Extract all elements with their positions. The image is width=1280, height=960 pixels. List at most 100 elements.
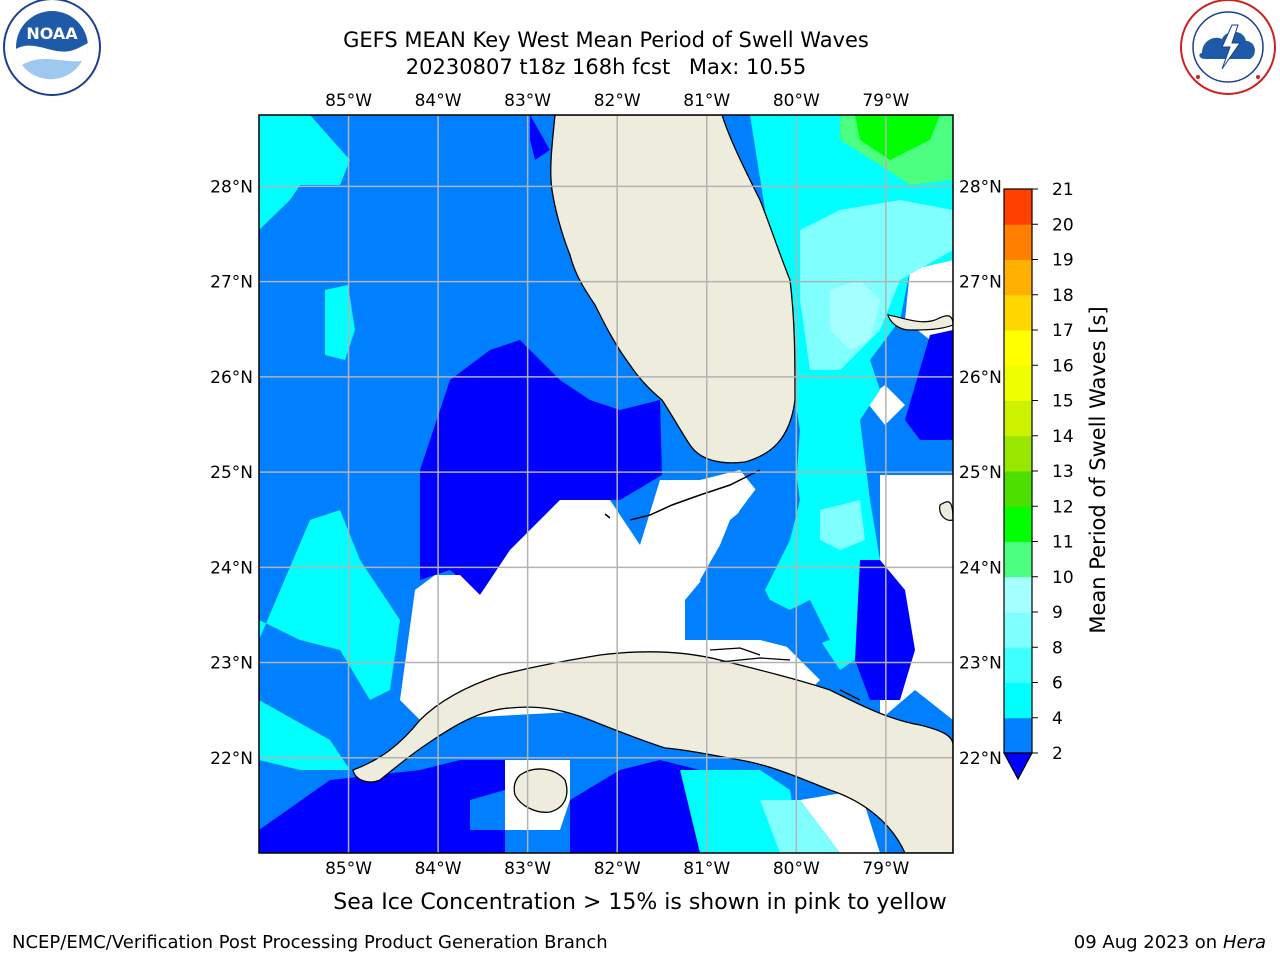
- lat-left-label: 28°N: [210, 177, 253, 197]
- noaa-logo: NOAA: [3, 0, 101, 96]
- nws-logo: [1180, 0, 1276, 95]
- swell-zone-light-south: [760, 800, 840, 853]
- swell-zone-cyan-west2: [325, 285, 355, 360]
- colorbar-segment: [1004, 294, 1032, 331]
- colorbar-tick-label: 11: [1052, 533, 1074, 553]
- lat-right-label: 22°N: [959, 749, 1002, 769]
- swell-zone-deep-central: [420, 340, 662, 595]
- colorbar-segment: [1004, 647, 1032, 683]
- andros-land: [939, 501, 953, 521]
- florida-keys: [604, 469, 761, 521]
- colorbar-tick-label: 12: [1052, 497, 1074, 517]
- grid-lines: [259, 115, 953, 853]
- colorbar-segment: [1004, 506, 1032, 542]
- lon-top-label: 79°W: [862, 91, 909, 111]
- swell-zone-cyan-south: [680, 770, 800, 853]
- swell-zone-cyan-sw2: [259, 700, 350, 770]
- longitude-labels-top: 85°W 84°W 83°W 82°W 81°W 80°W 79°W: [325, 91, 909, 111]
- lon-bottom-label: 85°W: [325, 859, 372, 879]
- colorbar-under-arrow: [1002, 752, 1034, 781]
- swell-zone-deep-ne: [905, 330, 953, 440]
- lat-left-label: 25°N: [210, 463, 253, 483]
- swell-zone-cyan-sw: [259, 510, 400, 700]
- map-area: [259, 115, 953, 853]
- colorbar-tick-label: 4: [1052, 709, 1063, 729]
- lat-left-label: 27°N: [210, 273, 253, 293]
- lat-left-label: 24°N: [210, 558, 253, 578]
- forecast-date: 20230807 t18z 168h fcst: [405, 55, 671, 79]
- colorbar-tick-label: 18: [1052, 286, 1074, 306]
- latitude-labels-left: 28°N 27°N 26°N 25°N 24°N 23°N 22°N: [210, 177, 253, 768]
- footer-date: 09 Aug 2023 on: [1073, 932, 1218, 953]
- lon-top-label: 83°W: [504, 91, 551, 111]
- lon-bottom-label: 82°W: [594, 859, 641, 879]
- lon-top-label: 81°W: [683, 91, 730, 111]
- colorbar-tick-label: 6: [1052, 674, 1063, 694]
- colorbar-tick-label: 16: [1052, 356, 1074, 376]
- lon-bottom-label: 84°W: [415, 859, 462, 879]
- lat-left-label: 23°N: [210, 654, 253, 674]
- sea-ice-caption: Sea Ice Concentration > 15% is shown in …: [333, 890, 947, 915]
- cuba-north-cays: [709, 647, 861, 701]
- colorbar-tick-label: 2: [1052, 744, 1063, 764]
- footer-host: Hera: [1222, 932, 1266, 953]
- colorbar-segment: [1004, 435, 1032, 472]
- colorbar-tick-label: 20: [1052, 215, 1074, 235]
- no-data-area: [400, 470, 820, 720]
- lat-right-label: 23°N: [959, 654, 1002, 674]
- no-data-south2: [800, 790, 880, 853]
- colorbar-segment: [1004, 224, 1032, 260]
- cuba-land: [352, 651, 953, 853]
- lon-bottom-label: 83°W: [504, 859, 551, 879]
- swell-zone-green-core: [855, 115, 940, 160]
- swell-zone-mid-south: [470, 790, 505, 830]
- bahamas-land: [887, 314, 953, 331]
- lat-right-label: 28°N: [959, 177, 1002, 197]
- florida-land: [550, 115, 796, 464]
- footer-credit: NCEP/EMC/Verification Post Processing Pr…: [12, 932, 608, 953]
- lon-top-label: 84°W: [415, 91, 462, 111]
- colorbar-tick-label: 15: [1052, 392, 1074, 412]
- colorbar-segment: [1004, 612, 1032, 648]
- colorbar-tick-label: 10: [1052, 568, 1074, 588]
- colorbar-tick-label: 17: [1052, 321, 1074, 341]
- swell-zone-mid-se: [700, 430, 830, 650]
- lon-top-label: 82°W: [594, 91, 641, 111]
- colorbar-tick-label: 19: [1052, 251, 1074, 271]
- map-frame: [258, 114, 954, 854]
- lat-right-label: 24°N: [959, 558, 1002, 578]
- lon-top-label: 80°W: [773, 91, 820, 111]
- lat-left-label: 26°N: [210, 368, 253, 388]
- colorbar-segment: [1004, 576, 1032, 613]
- colorbar-segment: [1004, 189, 1032, 225]
- lat-right-label: 26°N: [959, 368, 1002, 388]
- colorbar-segment: [1004, 541, 1032, 578]
- swell-zone-light-lower: [820, 500, 865, 550]
- colorbar-segment: [1004, 259, 1032, 296]
- chart-subtitle: 20230807 t18z 168h fcst Max: 10.55: [256, 54, 956, 80]
- footer-timestamp: 09 Aug 2023 on Hera: [1074, 932, 1266, 953]
- swell-zone-pale-east: [830, 280, 880, 350]
- lat-left-label: 22°N: [210, 749, 253, 769]
- colorbar-segment: [1004, 471, 1032, 507]
- colorbar-segment: [1004, 365, 1032, 401]
- colorbar-segment: [1004, 400, 1032, 437]
- colorbar-segment: [1004, 717, 1032, 754]
- swell-zone-cyan-west: [259, 115, 350, 230]
- colorbar-segment: [1004, 682, 1032, 719]
- noaa-logo-text: NOAA: [26, 24, 78, 43]
- colorbar-tick-label: 13: [1052, 462, 1074, 482]
- swell-zone-deep-north: [530, 115, 550, 160]
- lon-bottom-label: 79°W: [862, 859, 909, 879]
- colorbar-tick-label: 14: [1052, 427, 1074, 447]
- max-value: Max: 10.55: [688, 55, 807, 79]
- swell-zone-deep-south2: [570, 760, 700, 853]
- lon-top-label: 85°W: [325, 91, 372, 111]
- lat-right-label: 25°N: [959, 463, 1002, 483]
- latitude-labels-right: 28°N 27°N 26°N 25°N 24°N 23°N 22°N: [959, 177, 1002, 768]
- chart-title: GEFS MEAN Key West Mean Period of Swell …: [343, 28, 869, 52]
- swell-zone-deep-se: [855, 560, 915, 700]
- colorbar-tick-label: 21: [1052, 180, 1074, 200]
- colorbar-title: Mean Period of Swell Waves [s]: [1086, 306, 1110, 634]
